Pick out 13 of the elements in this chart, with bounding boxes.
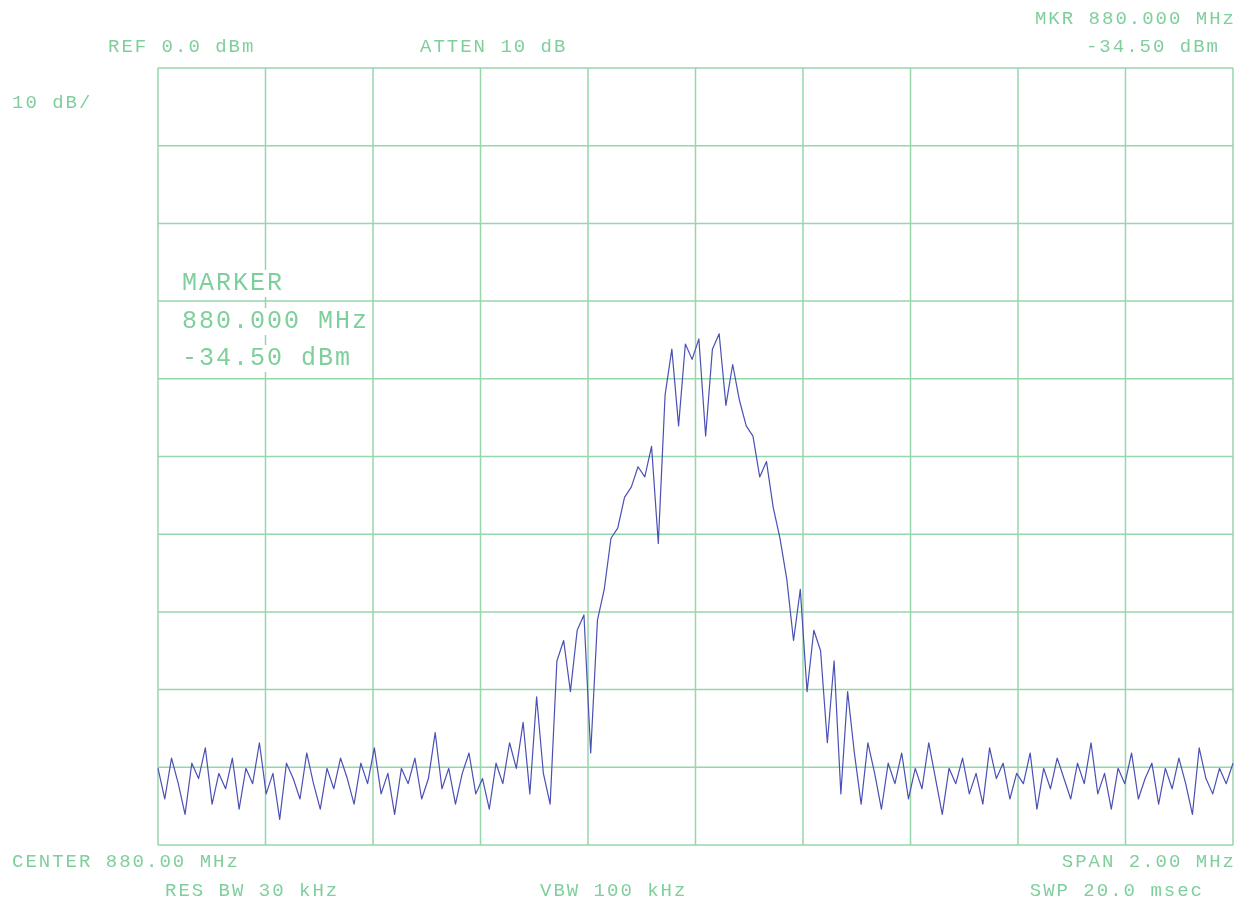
text: MKR 880.000 MHz xyxy=(1034,8,1236,30)
text: CENTER 880.00 MHz xyxy=(12,851,240,873)
text: REF 0.0 dBm xyxy=(108,36,256,58)
text: -34.50 dBm xyxy=(1085,36,1220,58)
annotation: -34.50 dBm xyxy=(180,344,355,373)
text: ATTEN 10 dB xyxy=(420,36,568,58)
text: RES BW 30 kHz xyxy=(165,880,340,902)
text: SPAN 2.00 MHz xyxy=(1061,851,1236,873)
text: 10 dB/ xyxy=(12,92,93,114)
text: VBW 100 kHz xyxy=(540,880,688,902)
text: MARKER xyxy=(180,269,287,298)
text: SWP 20.0 msec xyxy=(1029,880,1204,902)
annotation: 880.000 MHz xyxy=(180,307,372,336)
